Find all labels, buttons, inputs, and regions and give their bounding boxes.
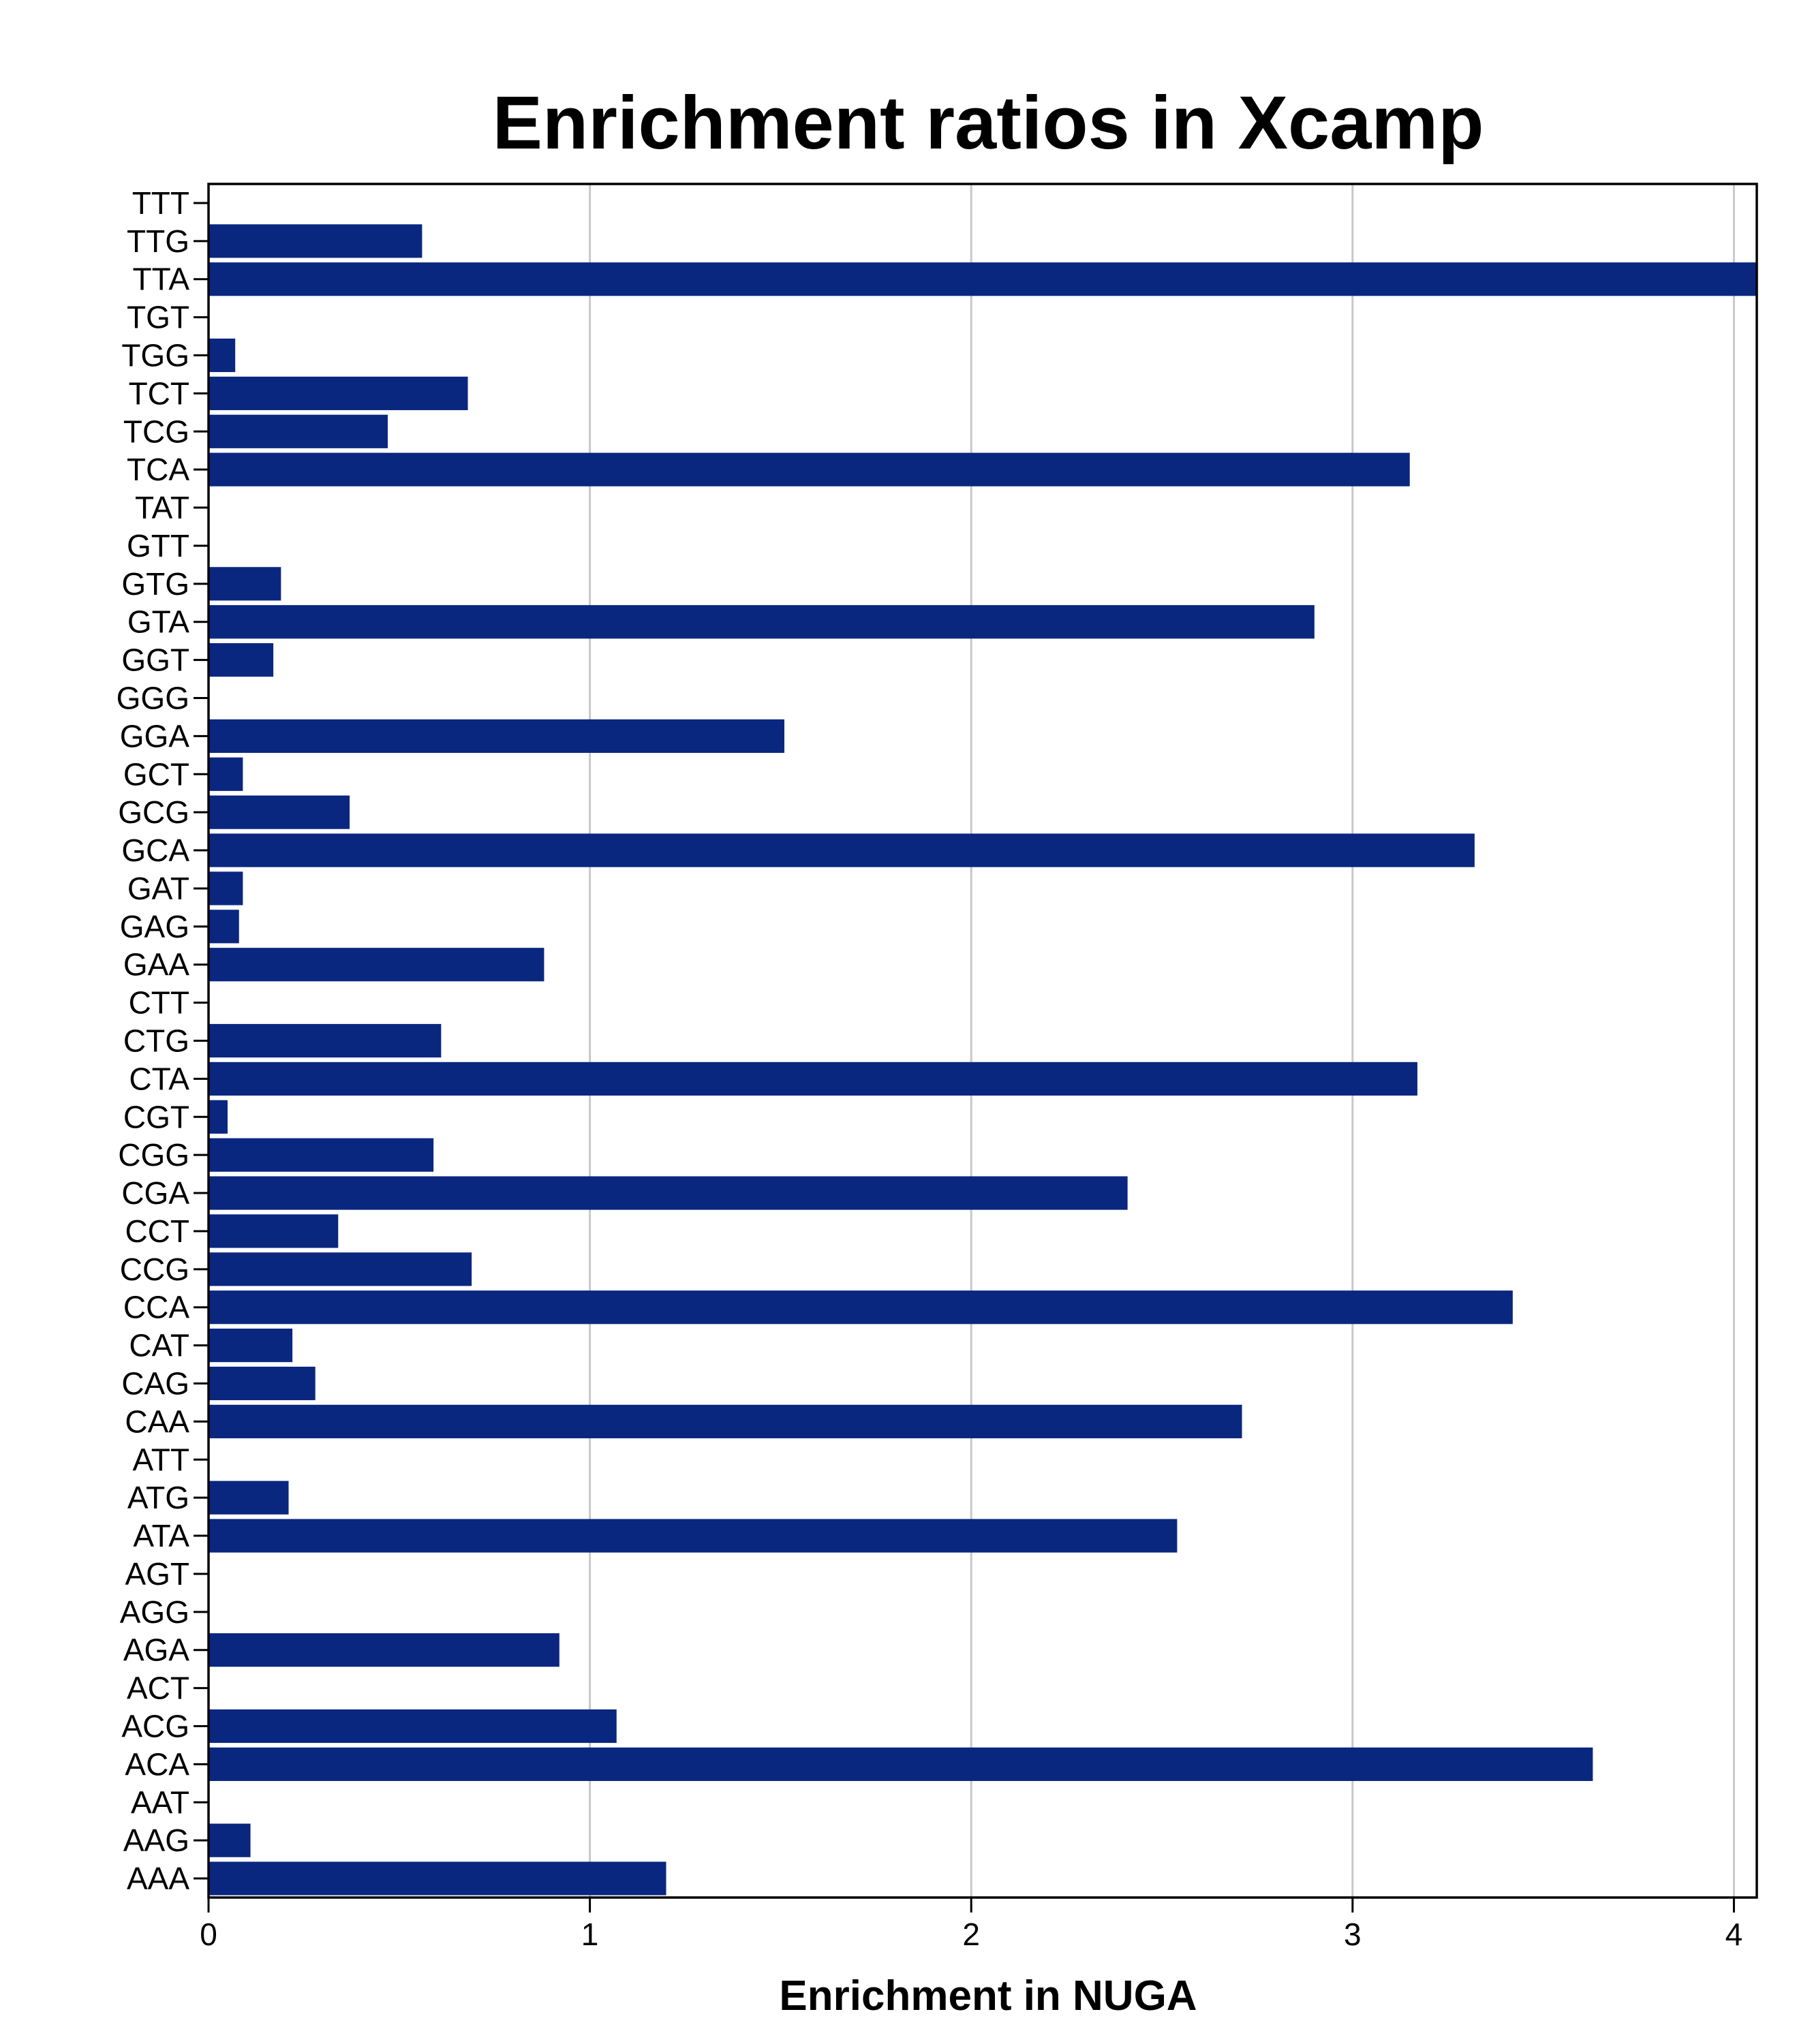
y-tick-label-ACT: ACT [127, 1671, 189, 1706]
y-tick-label-GGA: GGA [120, 718, 190, 754]
bar-AAA [209, 1861, 666, 1895]
bars [209, 224, 1757, 1895]
bar-TTA [209, 262, 1757, 296]
bar-GTA [209, 605, 1315, 639]
bar-TCT [209, 376, 468, 410]
bar-CCG [209, 1252, 472, 1286]
y-tick-label-GAT: GAT [127, 871, 189, 906]
y-tick-label-ATT: ATT [133, 1442, 189, 1477]
y-tick-label-CCG: CCG [120, 1252, 189, 1287]
y-tick-label-TTG: TTG [127, 223, 189, 259]
bar-ATA [209, 1519, 1178, 1553]
y-tick-label-GTT: GTT [127, 528, 189, 563]
y-tick-label-AAA: AAA [127, 1861, 189, 1896]
y-tick-label-ACA: ACA [125, 1746, 189, 1782]
bar-TCA [209, 452, 1410, 486]
x-axis-label: Enrichment in NUGA [779, 1972, 1197, 2019]
bar-CTG [209, 1023, 442, 1058]
bar-CAA [209, 1404, 1242, 1438]
bar-GGT [209, 643, 274, 677]
y-tick-label-CCT: CCT [125, 1213, 189, 1249]
grid-lines [589, 184, 1735, 1898]
y-tick-label-ATA: ATA [133, 1518, 189, 1553]
y-tick-label-TGG: TGG [121, 338, 189, 373]
bar-GAA [209, 948, 544, 982]
x-tick-label-4: 4 [1725, 1917, 1743, 1952]
y-tick-label-GCT: GCT [123, 756, 189, 792]
bar-CAG [209, 1366, 316, 1401]
y-tick-label-GAG: GAG [120, 909, 189, 944]
bar-AGA [209, 1633, 559, 1667]
bar-ATG [209, 1481, 289, 1515]
bar-CGT [209, 1100, 228, 1134]
y-tick-label-TTT: TTT [132, 185, 189, 221]
y-tick-label-GAA: GAA [123, 947, 189, 982]
x-tick-label-3: 3 [1344, 1917, 1362, 1952]
y-tick-label-TAT: TAT [135, 490, 189, 525]
y-tick-label-CAT: CAT [129, 1328, 189, 1363]
y-tick-label-GGT: GGT [121, 642, 189, 678]
bar-GTG [209, 567, 281, 601]
y-tick-label-TTA: TTA [133, 262, 190, 297]
bar-ACG [209, 1709, 617, 1744]
bar-CTA [209, 1062, 1417, 1096]
y-tick-label-AAT: AAT [131, 1784, 189, 1820]
y-tick-label-GTA: GTA [127, 604, 189, 640]
y-tick-label-GCA: GCA [121, 833, 189, 868]
bar-CGG [209, 1138, 434, 1172]
bar-CGA [209, 1176, 1128, 1210]
bar-GGA [209, 719, 785, 753]
bar-TCG [209, 414, 388, 448]
y-tick-label-TCA: TCA [127, 452, 189, 487]
y-tick-label-TGT: TGT [127, 300, 189, 335]
x-tick-label-0: 0 [200, 1917, 217, 1952]
y-tick-label-GCG: GCG [118, 794, 189, 830]
y-tick-label-GTG: GTG [121, 566, 189, 602]
y-tick-label-CCA: CCA [123, 1290, 189, 1325]
bar-GAT [209, 871, 243, 905]
y-tick-label-CAG: CAG [121, 1366, 189, 1402]
y-tick-label-TCT: TCT [129, 375, 189, 411]
y-tick-label-AGA: AGA [123, 1632, 189, 1668]
y-tick-label-CTA: CTA [129, 1061, 189, 1096]
y-tick-label-CTG: CTG [123, 1023, 189, 1059]
y-tick-label-CGT: CGT [123, 1099, 189, 1134]
y-tick-label-TCG: TCG [123, 414, 189, 449]
y-axis-ticks: AAAAAGAATACAACGACTAGAAGGAGTATAATGATTCAAC… [117, 185, 209, 1896]
y-tick-label-CAA: CAA [125, 1404, 189, 1439]
y-tick-label-CGA: CGA [121, 1175, 189, 1211]
bar-CCA [209, 1290, 1513, 1325]
y-tick-label-AAG: AAG [123, 1823, 189, 1858]
x-tick-label-2: 2 [962, 1917, 980, 1952]
y-tick-label-CGG: CGG [118, 1137, 189, 1173]
bar-GCA [209, 833, 1475, 867]
bar-GAG [209, 910, 239, 944]
y-tick-label-ATG: ATG [127, 1480, 189, 1515]
y-tick-label-GGG: GGG [117, 681, 189, 716]
bar-ACA [209, 1747, 1593, 1781]
y-tick-label-ACG: ACG [121, 1709, 189, 1744]
bar-CAT [209, 1329, 293, 1363]
x-axis-ticks: 0 1 2 3 4 [200, 1898, 1742, 1952]
bar-TGG [209, 338, 236, 373]
bar-CCT [209, 1214, 339, 1248]
y-tick-label-AGG: AGG [120, 1594, 189, 1630]
bar-TTG [209, 224, 423, 258]
chart-title: Enrichment ratios in Xcamp [493, 81, 1484, 165]
x-tick-label-1: 1 [581, 1917, 599, 1952]
bar-GCG [209, 795, 350, 829]
bar-GCT [209, 757, 243, 791]
y-tick-label-CTT: CTT [129, 985, 189, 1021]
bar-AAG [209, 1823, 251, 1857]
y-tick-label-AGT: AGT [125, 1556, 189, 1592]
